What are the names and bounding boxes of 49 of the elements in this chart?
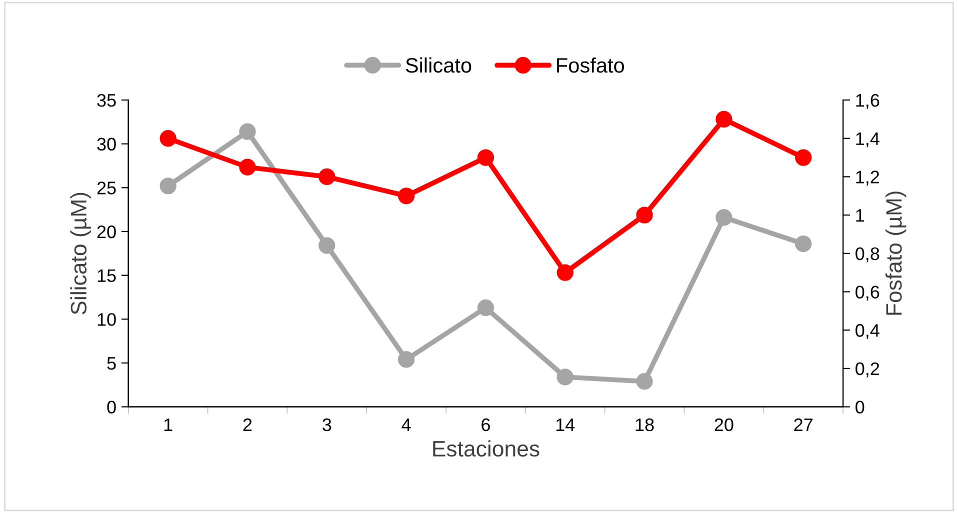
point bbox=[556, 368, 574, 386]
point bbox=[398, 351, 415, 368]
y2-tick-label: 0,6 bbox=[856, 286, 880, 301]
x-tick-label: 14 bbox=[556, 418, 575, 432]
point bbox=[636, 373, 653, 390]
x-axis-title: Estaciones bbox=[433, 440, 540, 457]
y2-tick-label: 1,6 bbox=[856, 94, 880, 109]
y2-tick-label: 0,4 bbox=[856, 324, 880, 339]
x-tick-label: 1 bbox=[164, 418, 172, 432]
y-tick-label: 25 bbox=[97, 182, 116, 194]
y2-axis-title: Fosfato (µM) bbox=[886, 192, 906, 315]
x-tick-label: 3 bbox=[322, 418, 332, 432]
legend-label: Fosfato bbox=[557, 57, 624, 73]
x-tick-label: 2 bbox=[243, 418, 252, 432]
point bbox=[795, 235, 812, 252]
point bbox=[239, 123, 256, 140]
point bbox=[477, 299, 494, 316]
point bbox=[318, 168, 336, 186]
x-tick-label: 20 bbox=[714, 418, 734, 432]
point bbox=[716, 110, 732, 128]
point bbox=[160, 130, 176, 147]
y-axis-title: Silicato (µM) bbox=[70, 192, 91, 314]
y-tick-label: 10 bbox=[98, 313, 116, 326]
point bbox=[477, 149, 494, 166]
x-tick-label: 4 bbox=[402, 418, 411, 432]
y-tick-label: 30 bbox=[97, 138, 116, 151]
y2-tick-label: 0,2 bbox=[856, 362, 880, 378]
x-tick-label: 18 bbox=[636, 418, 654, 432]
y-tick-label: 15 bbox=[98, 269, 116, 282]
x-tick-label: 6 bbox=[482, 418, 490, 432]
point bbox=[795, 149, 812, 166]
y2-tick-label: 0 bbox=[856, 400, 864, 414]
y-tick-label: 20 bbox=[97, 225, 116, 238]
y2-tick-label: 1,2 bbox=[856, 170, 880, 186]
point bbox=[318, 237, 336, 254]
point bbox=[636, 206, 653, 224]
y2-tick-label: 1,4 bbox=[856, 132, 880, 148]
x-tick-label: 27 bbox=[794, 418, 812, 432]
point bbox=[398, 188, 415, 204]
point bbox=[239, 158, 256, 176]
point bbox=[716, 209, 732, 226]
point bbox=[160, 178, 176, 194]
y-tick-label: 35 bbox=[97, 94, 116, 107]
y2-tick-label: 0,8 bbox=[856, 247, 880, 262]
y2-tick-label: 1 bbox=[856, 209, 864, 222]
y-tick-label: 5 bbox=[107, 357, 116, 370]
legend-label: Silicato bbox=[406, 57, 472, 73]
point bbox=[556, 264, 574, 281]
y-tick-label: 0 bbox=[107, 400, 116, 414]
